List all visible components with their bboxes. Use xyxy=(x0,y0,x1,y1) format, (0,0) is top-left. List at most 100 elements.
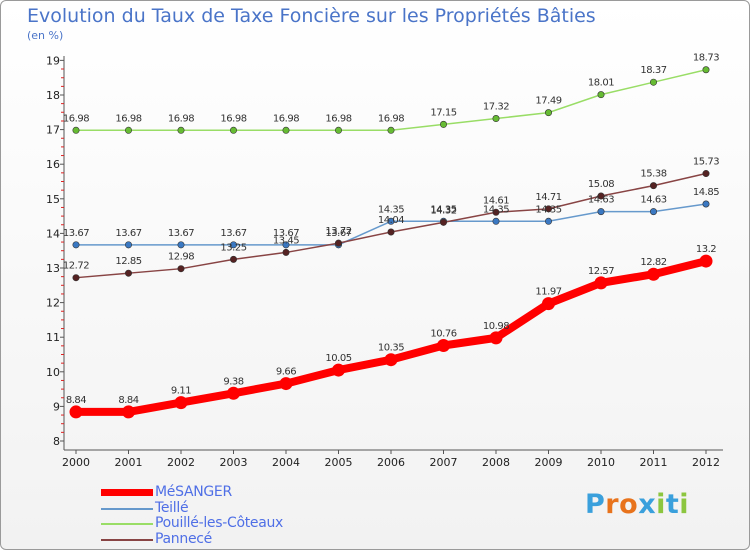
data-label-m-sanger: 9.66 xyxy=(276,367,296,378)
x-tick-label: 2008 xyxy=(482,456,510,469)
y-tick-label: 12 xyxy=(46,297,60,310)
data-point-pannec xyxy=(492,208,500,216)
logo-letter: x xyxy=(638,489,657,520)
data-label-m-sanger: 8.84 xyxy=(118,395,138,406)
data-label-teill: 14.35 xyxy=(378,204,404,215)
data-point-m-sanger xyxy=(122,405,135,419)
data-point-m-sanger xyxy=(542,297,555,311)
data-label-pouill-les-c-teaux: 16.98 xyxy=(168,113,194,124)
data-point-m-sanger xyxy=(437,339,450,353)
data-point-m-sanger xyxy=(594,276,608,290)
data-point-pannec xyxy=(597,192,605,200)
data-label-m-sanger: 10.76 xyxy=(430,329,456,340)
data-point-pouill-les-c-teaux xyxy=(702,66,710,74)
legend-swatch xyxy=(101,507,153,510)
data-label-teill: 14.35 xyxy=(430,204,456,215)
x-tick-label: 2007 xyxy=(430,456,458,469)
series-lines xyxy=(69,66,713,419)
data-point-pannec xyxy=(702,170,710,178)
axes: 8 9 10 11 12 13 14 15 16 17 18 19 2000 2001 2002 2003 20… xyxy=(46,54,723,469)
data-label-m-sanger: 9.11 xyxy=(171,386,191,397)
data-label-m-sanger: 8.84 xyxy=(66,395,86,406)
data-label-m-sanger: 10.35 xyxy=(378,343,404,354)
y-tick-label: 9 xyxy=(53,400,60,413)
proxiti-logo: Proxiti xyxy=(585,489,689,520)
x-tick-label: 2009 xyxy=(535,456,563,469)
logo-letter: o xyxy=(619,489,639,520)
data-label-pannec: 12.72 xyxy=(63,261,89,272)
data-point-m-sanger xyxy=(489,331,503,345)
data-label-pouill-les-c-teaux: 17.15 xyxy=(430,107,456,118)
data-labels: 13.67 13.67 13.67 13.67 13.67 13.67 14.35 14.35… xyxy=(63,53,720,406)
data-label-teill: 13.67 xyxy=(273,228,299,239)
x-tick-label: 2006 xyxy=(377,456,405,469)
data-point-pannec xyxy=(387,228,395,236)
data-point-m-sanger xyxy=(384,353,398,367)
x-tick-label: 2002 xyxy=(167,456,195,469)
data-label-pouill-les-c-teaux: 17.49 xyxy=(535,96,561,107)
data-label-m-sanger: 11.97 xyxy=(535,287,561,298)
data-point-m-sanger xyxy=(279,377,293,391)
x-tick-label: 2012 xyxy=(692,456,720,469)
logo-letter: i xyxy=(679,489,690,520)
data-point-pouill-les-c-teaux xyxy=(597,91,605,99)
data-point-pouill-les-c-teaux xyxy=(230,126,238,134)
data-label-m-sanger: 13.2 xyxy=(696,244,716,255)
legend-swatch xyxy=(101,538,153,541)
data-label-pannec: 15.38 xyxy=(640,169,666,180)
data-point-m-sanger xyxy=(227,386,240,400)
data-point-pouill-les-c-teaux xyxy=(387,126,395,134)
data-point-m-sanger xyxy=(174,396,188,410)
data-point-teill xyxy=(72,241,80,249)
data-label-teill: 13.67 xyxy=(168,228,194,239)
data-point-m-sanger xyxy=(69,405,83,419)
logo-letter: P xyxy=(585,489,606,520)
data-label-pouill-les-c-teaux: 16.98 xyxy=(378,113,404,124)
legend-label: Pannecé xyxy=(155,530,212,547)
data-label-m-sanger: 9.38 xyxy=(223,376,243,387)
data-point-pouill-les-c-teaux xyxy=(177,126,185,134)
data-point-pouill-les-c-teaux xyxy=(334,126,342,134)
data-label-teill: 14.35 xyxy=(535,204,561,215)
data-point-pouill-les-c-teaux xyxy=(544,109,552,117)
data-point-teill xyxy=(230,241,238,249)
data-point-pouill-les-c-teaux xyxy=(125,126,133,134)
data-label-pouill-les-c-teaux: 17.32 xyxy=(483,102,509,113)
y-tick-label: 8 xyxy=(53,435,60,448)
data-label-pannec: 14.61 xyxy=(483,195,509,206)
y-tick-label: 13 xyxy=(46,262,60,275)
data-label-pouill-les-c-teaux: 18.37 xyxy=(640,65,666,76)
data-point-m-sanger xyxy=(699,254,713,268)
legend-label: Pouillé-les-Côteaux xyxy=(155,515,284,531)
x-tick-label: 2004 xyxy=(272,456,300,469)
x-tick-label: 2003 xyxy=(220,456,248,469)
data-label-pouill-les-c-teaux: 18.01 xyxy=(588,78,614,89)
chart-title: Evolution du Taux de Taxe Foncière sur l… xyxy=(27,5,596,27)
data-point-pouill-les-c-teaux xyxy=(492,115,500,123)
data-point-teill xyxy=(544,217,552,225)
data-label-teill: 13.67 xyxy=(325,228,351,239)
data-label-pouill-les-c-teaux: 16.98 xyxy=(63,113,89,124)
data-label-teill: 14.35 xyxy=(483,204,509,215)
data-point-pannec xyxy=(125,269,133,277)
y-unit-label: (en %) xyxy=(27,29,64,42)
data-point-teill xyxy=(125,241,133,249)
data-point-pannec xyxy=(439,218,447,226)
data-label-pouill-les-c-teaux: 16.98 xyxy=(220,113,246,124)
x-tick-label: 2000 xyxy=(62,456,90,469)
y-tick-label: 19 xyxy=(46,54,60,67)
data-point-teill xyxy=(702,200,710,208)
data-label-pouill-les-c-teaux: 16.98 xyxy=(115,113,141,124)
data-label-pouill-les-c-teaux: 18.73 xyxy=(693,53,719,64)
data-label-teill: 14.85 xyxy=(693,187,719,198)
data-label-pannec: 14.32 xyxy=(430,205,456,216)
data-label-pannec: 14.71 xyxy=(535,192,561,203)
data-point-m-sanger xyxy=(332,363,345,377)
data-point-pannec xyxy=(177,265,185,273)
data-point-pannec xyxy=(544,205,552,213)
data-label-pannec: 13.25 xyxy=(220,242,246,253)
data-point-teill xyxy=(492,217,500,225)
data-label-pannec: 14.04 xyxy=(378,215,404,226)
